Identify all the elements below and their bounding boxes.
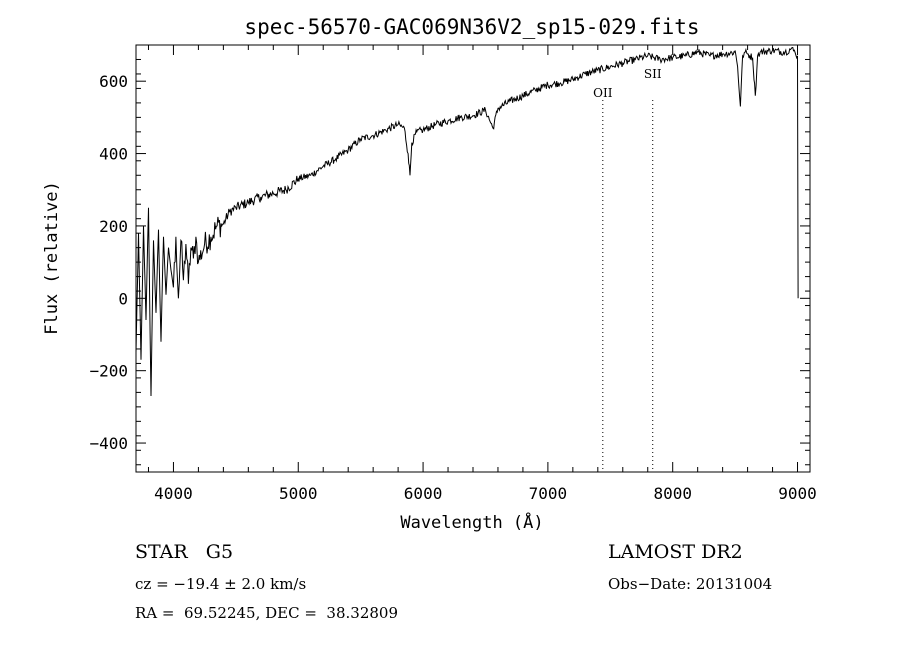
line-annotations: OII SII <box>593 67 662 472</box>
annotation-label: SII <box>644 67 662 81</box>
x-tick-label: 5000 <box>279 484 318 503</box>
object-type: STAR G5 <box>135 541 234 563</box>
y-tick-label: 0 <box>118 289 128 308</box>
redshift-cz: cz = −19.4 ± 2.0 km/s <box>135 575 307 593</box>
x-tick-label: 7000 <box>529 484 568 503</box>
x-tick-label: 6000 <box>404 484 443 503</box>
x-tick-label: 4000 <box>154 484 193 503</box>
x-tick-label: 8000 <box>653 484 692 503</box>
y-axis-label: Flux (relative) <box>42 181 62 335</box>
obs-date: Obs−Date: 20131004 <box>608 575 773 593</box>
x-tick-label: 9000 <box>778 484 817 503</box>
x-axis-label: Wavelength (Å) <box>400 511 543 533</box>
y-tick-label: 200 <box>99 217 128 236</box>
axis-ticks: 4000 5000 6000 7000 8000 9000 −400 −200 0 200 400 6… <box>89 44 817 503</box>
chart-title: spec-56570-GAC069N36V2_sp15-029.fits <box>244 15 699 39</box>
y-tick-label: 400 <box>99 145 128 164</box>
spectrum-line <box>135 46 799 397</box>
plot-frame <box>135 44 811 473</box>
y-tick-label: −200 <box>89 362 128 381</box>
ra-dec: RA = 69.52245, DEC = 38.32809 <box>135 604 399 622</box>
y-tick-label: 600 <box>99 72 128 91</box>
annotation-label: OII <box>593 86 613 100</box>
survey-name: LAMOST DR2 <box>608 541 743 563</box>
y-tick-label: −400 <box>89 434 128 453</box>
